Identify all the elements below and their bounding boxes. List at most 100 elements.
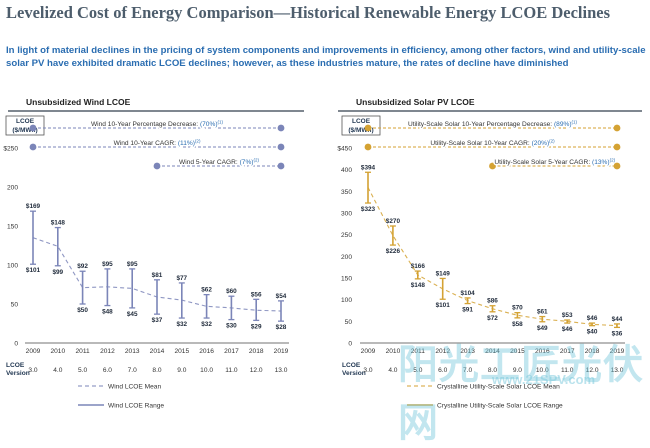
high-value-label: $86 (487, 298, 498, 305)
high-value-label: $104 (460, 290, 475, 297)
page-title: Levelized Cost of Energy Comparison—Hist… (6, 3, 611, 22)
wind-title-rule (8, 110, 304, 112)
version-label: 3.0 (28, 367, 37, 374)
high-value-label: $44 (612, 316, 623, 323)
annotation-dot (613, 124, 621, 132)
watermark-url: www.21SPV.com (492, 372, 596, 387)
y-tick-label: 200 (341, 254, 352, 261)
y-tick-label: 50 (11, 302, 19, 309)
version-row-label: Version (6, 370, 30, 377)
mean-line (32, 237, 282, 312)
page-subtitle: In light of material declines in the pri… (6, 45, 646, 69)
version-label: 13.0 (611, 367, 624, 374)
version-label: 13.0 (275, 367, 288, 374)
low-value-label: $226 (386, 248, 401, 255)
version-label: 3.0 (363, 367, 372, 374)
high-value-label: $166 (411, 263, 426, 270)
x-tick-label: 2017 (224, 348, 239, 355)
high-value-label: $270 (386, 218, 401, 225)
x-tick-label: 2011 (411, 348, 426, 355)
version-row-label: LCOE (6, 362, 25, 369)
x-tick-label: 2012 (435, 348, 450, 355)
y-tick-label: 0 (348, 341, 352, 348)
y-tick-label: 200 (7, 185, 18, 192)
version-label: 10.0 (200, 367, 213, 374)
watermark-text: 阳光工匠光伏网 (398, 343, 644, 445)
annotation-dot (613, 143, 621, 151)
y-tick-label: 150 (341, 276, 352, 283)
low-value-label: $36 (612, 330, 623, 337)
y-tick-label: $450 (337, 146, 352, 153)
annotation-dot (364, 124, 372, 132)
y-tick-label: 50 (345, 319, 353, 326)
unit-label: ($/MWh) (348, 127, 373, 134)
low-value-label: $45 (127, 311, 138, 318)
version-label: 10.0 (536, 367, 549, 374)
low-value-label: $32 (201, 321, 212, 328)
y-tick-label: 0 (14, 341, 18, 348)
x-tick-label: 2009 (361, 348, 376, 355)
x-tick-label: 2017 (560, 348, 575, 355)
x-tick-label: 2014 (485, 348, 500, 355)
high-value-label: $95 (127, 261, 138, 268)
annotation-label: Utility-Scale Solar 10-Year CAGR: (20%)(… (430, 139, 555, 148)
low-value-label: $30 (226, 323, 237, 330)
x-tick-label: 2016 (535, 348, 550, 355)
x-tick-label: 2014 (150, 348, 165, 355)
x-tick-label: 2011 (76, 348, 91, 355)
low-value-label: $91 (462, 307, 473, 314)
wind-chart: LCOE ($/MWh) Wind 10-Year Percentage Decre… (3, 115, 289, 410)
version-label: 5.0 (413, 367, 422, 374)
legend-range-label: Wind LCOE Range (108, 403, 164, 410)
y-tick-label: 150 (7, 224, 18, 231)
version-label: 9.0 (513, 367, 522, 374)
high-value-label: $54 (276, 293, 287, 300)
low-value-label: $148 (411, 282, 426, 289)
y-tick-label: 100 (341, 297, 352, 304)
annotation-dot (364, 143, 372, 151)
low-value-label: $101 (26, 267, 41, 274)
version-label: 8.0 (152, 367, 161, 374)
low-value-label: $40 (587, 329, 598, 336)
annotation-dot (489, 162, 496, 170)
low-value-label: $28 (276, 324, 287, 331)
y-tick-label: $250 (3, 146, 18, 153)
version-label: 6.0 (438, 367, 447, 374)
low-value-label: $58 (512, 321, 523, 328)
version-label: 4.0 (388, 367, 397, 374)
annotation-dot (277, 162, 285, 170)
annotation-label: Wind 5-Year CAGR: (7%)(2) (179, 158, 260, 167)
annotation-dot (29, 124, 37, 132)
low-value-label: $101 (436, 302, 451, 309)
high-value-label: $92 (77, 263, 88, 270)
version-label: 11.0 (561, 367, 574, 374)
version-label: 6.0 (103, 367, 112, 374)
version-label: 12.0 (250, 367, 263, 374)
high-value-label: $148 (51, 220, 66, 227)
x-tick-label: 2010 (386, 348, 401, 355)
low-value-label: $323 (361, 206, 376, 213)
version-label: 4.0 (53, 367, 62, 374)
legend-mean-label: Wind LCOE Mean (108, 384, 161, 391)
version-row-label: LCOE (342, 362, 361, 369)
x-tick-label: 2019 (274, 348, 289, 355)
high-value-label: $169 (26, 203, 41, 210)
x-tick-label: 2015 (510, 348, 525, 355)
version-row-label: Version (342, 370, 366, 377)
high-value-label: $61 (537, 309, 548, 316)
low-value-label: $32 (176, 321, 187, 328)
high-value-label: $56 (251, 291, 262, 298)
mean-line (367, 187, 618, 327)
high-value-label: $60 (226, 288, 237, 295)
unit-label: ($/MWh) (12, 127, 37, 134)
solar-chart: LCOE ($/MWh) Utility-Scale Solar 10-Year P… (337, 115, 625, 410)
annotation-dot (29, 143, 37, 151)
solar-chart-title: Unsubsidized Solar PV LCOE (356, 97, 475, 107)
x-tick-label: 2019 (610, 348, 625, 355)
version-label: 9.0 (177, 367, 186, 374)
x-tick-label: 2018 (249, 348, 264, 355)
annotation-dot (277, 124, 285, 132)
low-value-label: $46 (562, 326, 573, 333)
high-value-label: $394 (361, 164, 376, 171)
high-value-label: $81 (152, 272, 163, 279)
